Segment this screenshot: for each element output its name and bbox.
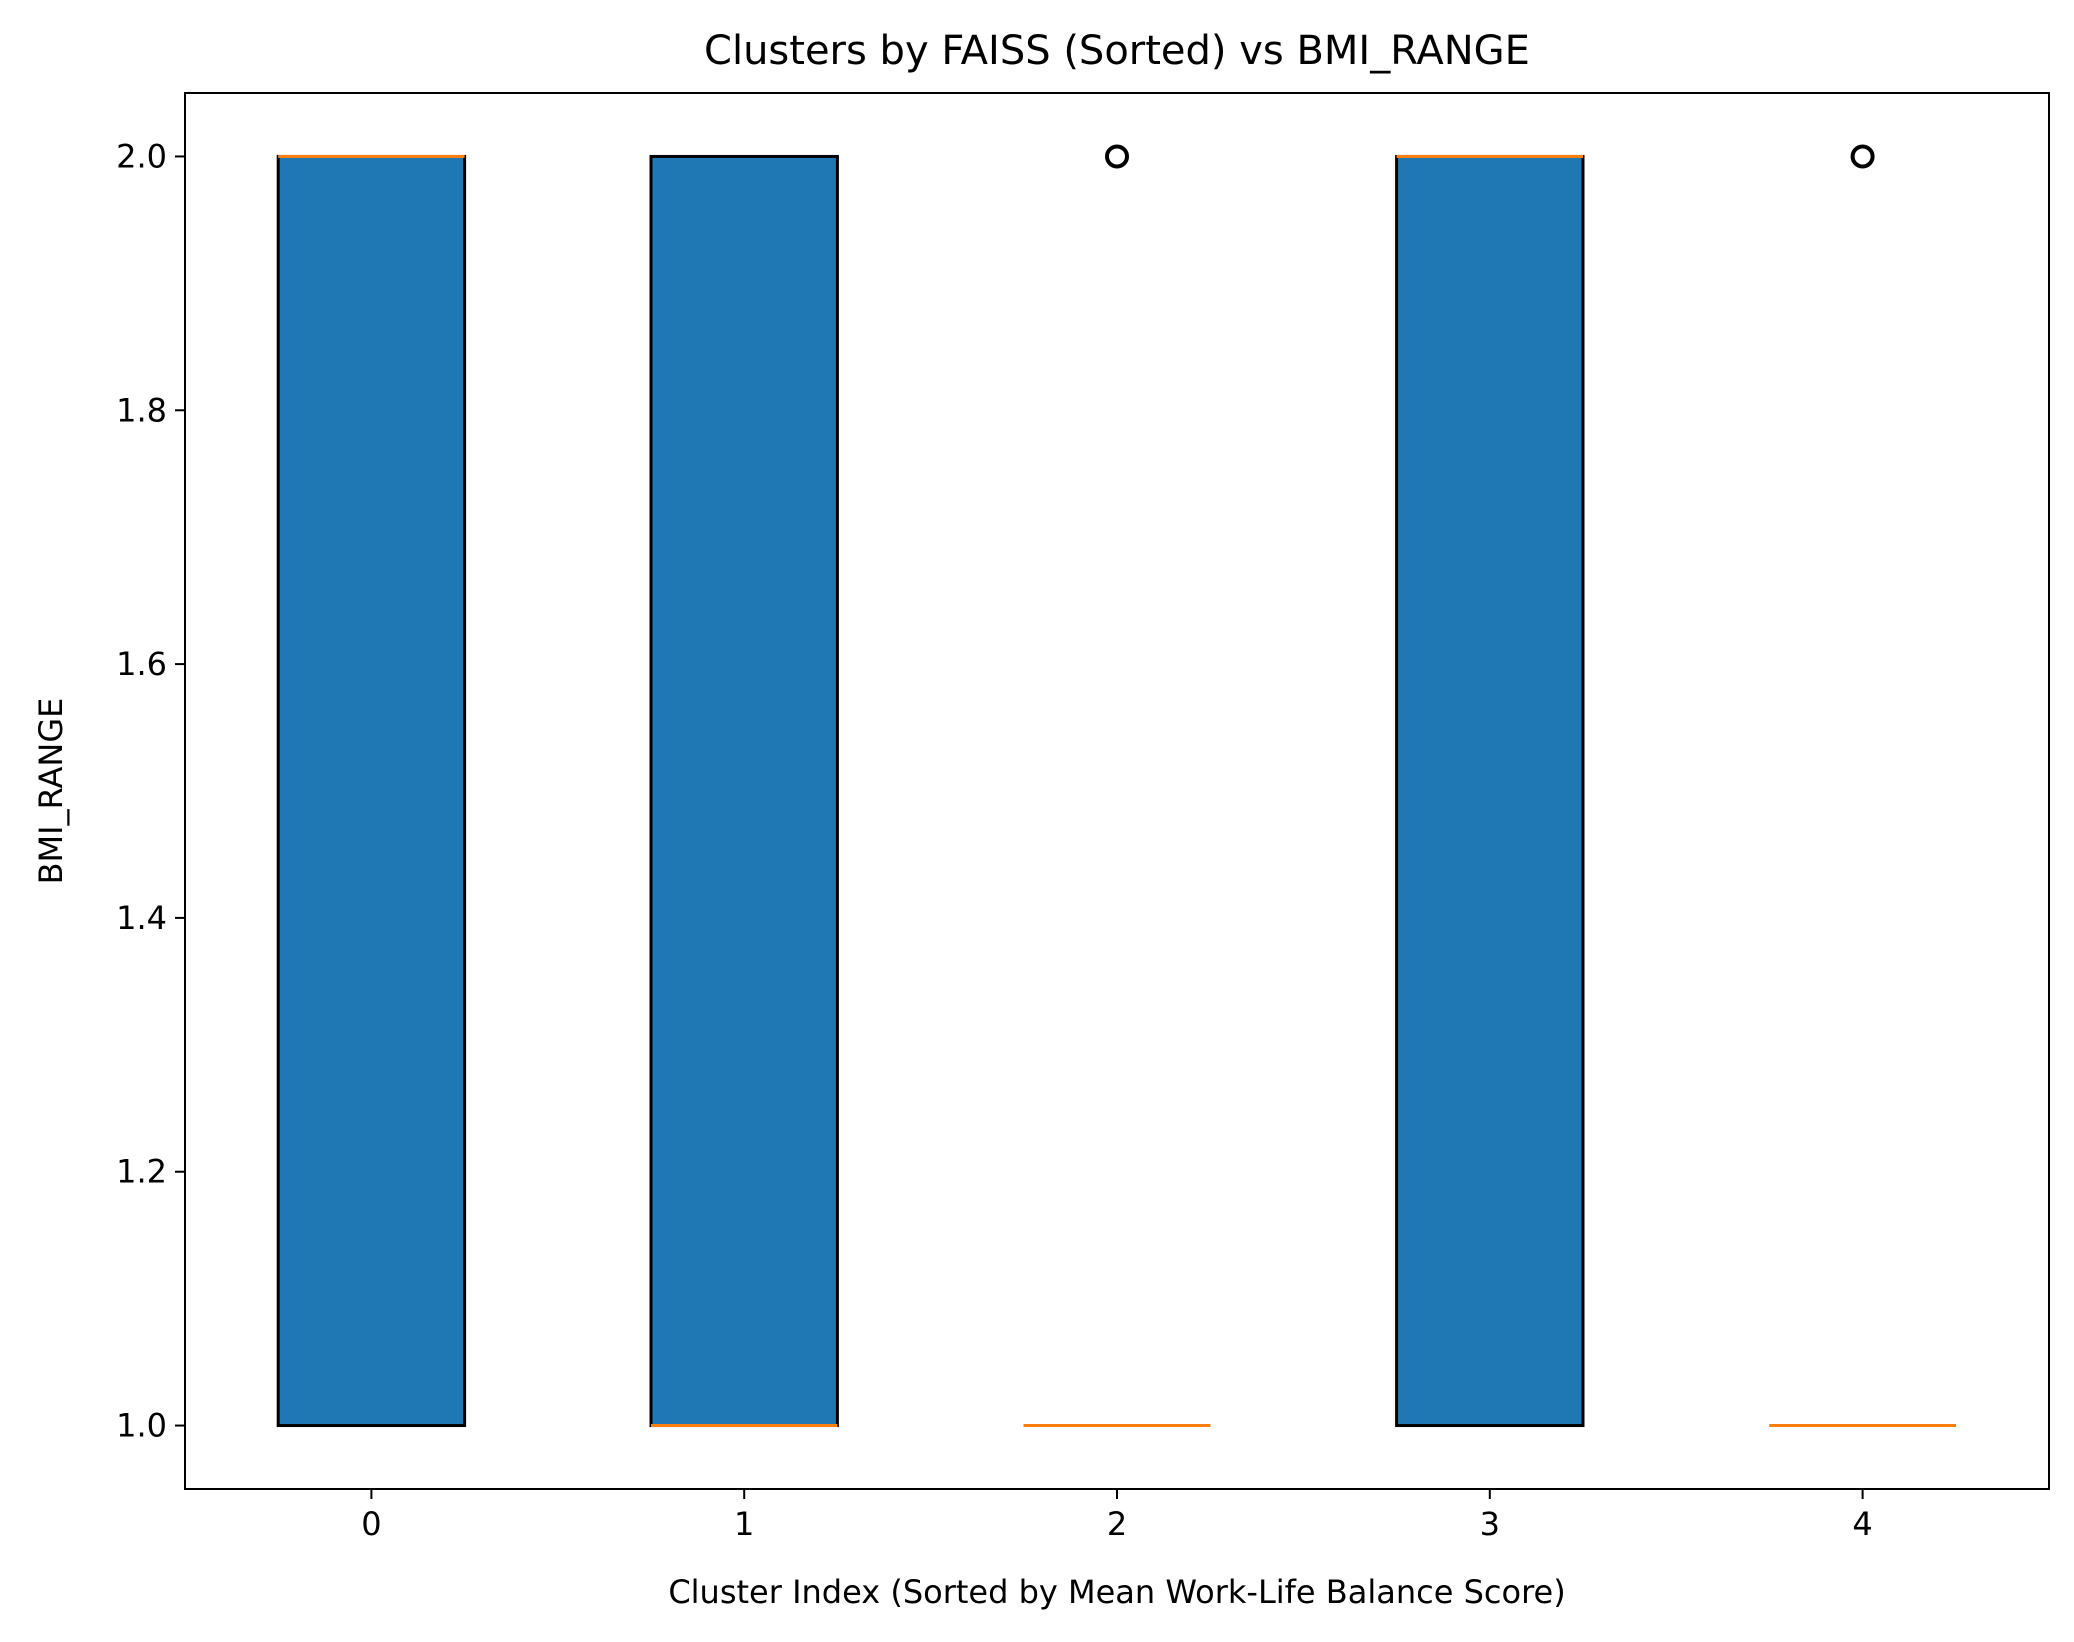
x-tick-label: 4 <box>1852 1505 1872 1543</box>
box-group-3 <box>1395 154 1585 1428</box>
box-body <box>276 154 467 1428</box>
outlier-point <box>1105 144 1129 169</box>
x-tick-label: 2 <box>1107 1505 1127 1543</box>
box-body <box>649 154 839 1428</box>
x-tick-label: 3 <box>1480 1505 1500 1543</box>
y-axis: 1.0 1.2 1.4 1.6 1.8 2.0 <box>116 137 185 1445</box>
y-tick-label: 1.0 <box>116 1407 167 1445</box>
x-tick-label: 0 <box>361 1505 381 1543</box>
box-body <box>1395 154 1585 1428</box>
box-group-4 <box>1769 144 1956 1428</box>
y-tick-label: 2.0 <box>116 137 167 175</box>
box-group-2 <box>1023 144 1211 1428</box>
y-tick-label: 1.8 <box>116 391 167 429</box>
x-tick-label: 1 <box>734 1505 754 1543</box>
plot-frame <box>184 92 2050 1490</box>
plot-area <box>276 144 1956 1428</box>
x-axis: 0 1 2 3 4 <box>361 1489 1873 1543</box>
y-axis-label: BMI_RANGE <box>32 698 70 885</box>
y-tick-label: 1.6 <box>116 645 167 683</box>
box-group-0 <box>276 154 467 1428</box>
y-tick-label: 1.2 <box>116 1153 167 1191</box>
chart-title: Clusters by FAISS (Sorted) vs BMI_RANGE <box>704 28 1530 74</box>
outlier-point <box>1850 144 1875 169</box>
x-axis-label: Cluster Index (Sorted by Mean Work-Life … <box>668 1573 1565 1611</box>
y-tick-label: 1.4 <box>116 899 167 937</box>
box-group-1 <box>649 154 839 1428</box>
